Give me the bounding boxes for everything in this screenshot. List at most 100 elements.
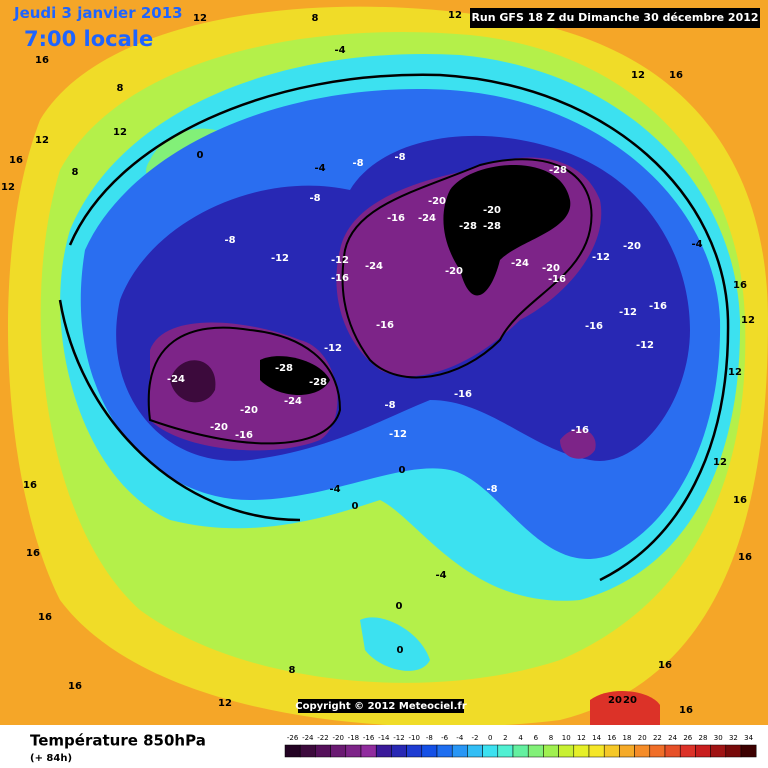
contour-label: 12 bbox=[113, 127, 127, 138]
scale-swatch bbox=[725, 744, 742, 758]
contour-label: 16 bbox=[658, 660, 672, 671]
contour-label: -12 bbox=[619, 307, 637, 318]
scale-swatch bbox=[375, 744, 392, 758]
footer-title: Température 850hPa bbox=[30, 732, 206, 750]
contour-label: -28 bbox=[483, 221, 501, 232]
scale-swatch bbox=[299, 744, 316, 758]
scale-label: -12 bbox=[393, 734, 404, 742]
contour-label: -16 bbox=[585, 321, 603, 332]
scale-label: -2 bbox=[472, 734, 479, 742]
scale-swatch bbox=[634, 744, 651, 758]
contour-label: -8 bbox=[486, 484, 497, 495]
scale-swatch bbox=[527, 744, 544, 758]
contour-label: 12 bbox=[218, 698, 232, 709]
scale-label: -16 bbox=[363, 734, 375, 742]
scale-swatch bbox=[406, 744, 423, 758]
scale-swatch bbox=[588, 744, 605, 758]
scale-label: 0 bbox=[488, 734, 492, 742]
copyright-box bbox=[298, 699, 464, 713]
contour-label: 12 bbox=[741, 315, 755, 326]
contour-label: 16 bbox=[738, 552, 752, 563]
contour-label: -16 bbox=[548, 274, 566, 285]
contour-label: -8 bbox=[352, 158, 363, 169]
contour-label: 12 bbox=[713, 457, 727, 468]
contour-label: -4 bbox=[435, 570, 446, 581]
contour-label: -16 bbox=[235, 430, 253, 441]
scale-swatch bbox=[558, 744, 575, 758]
scale-label: 14 bbox=[592, 734, 601, 742]
scale-label: 12 bbox=[577, 734, 586, 742]
scale-swatch bbox=[573, 744, 590, 758]
contour-label: 8 bbox=[289, 665, 296, 676]
contour-label: -20 bbox=[240, 405, 258, 416]
scale-swatch bbox=[451, 744, 468, 758]
scale-label: -10 bbox=[408, 734, 419, 742]
contour-label: 16 bbox=[669, 70, 683, 81]
contour-label: -12 bbox=[636, 340, 654, 351]
contour-label: -8 bbox=[224, 235, 235, 246]
scale-label: 34 bbox=[744, 734, 753, 742]
scale-swatch bbox=[679, 744, 696, 758]
contour-label: 20 bbox=[608, 695, 622, 706]
contour-label: 12 bbox=[728, 367, 742, 378]
contour-label: -8 bbox=[384, 400, 395, 411]
scale-swatch bbox=[330, 744, 347, 758]
contour-label: -4 bbox=[329, 484, 340, 495]
contour-label: 16 bbox=[23, 480, 37, 491]
contour-label: -24 bbox=[365, 261, 383, 272]
scale-label: -18 bbox=[348, 734, 359, 742]
time-label: 7:00 locale bbox=[24, 27, 153, 51]
contour-label: 8 bbox=[72, 167, 79, 178]
contour-label: -20 bbox=[483, 205, 501, 216]
contour-label: -16 bbox=[649, 301, 667, 312]
contour-label: -16 bbox=[454, 389, 472, 400]
contour-label: 0 bbox=[197, 150, 204, 161]
scale-label: 26 bbox=[683, 734, 692, 742]
date-label: Jeudi 3 janvier 2013 bbox=[13, 4, 183, 22]
scale-swatch bbox=[740, 744, 757, 758]
contour-label: 20 bbox=[623, 695, 637, 706]
scale-label: -14 bbox=[378, 734, 390, 742]
scale-swatch bbox=[391, 744, 407, 758]
scale-label: -26 bbox=[287, 734, 299, 742]
scale-label: -20 bbox=[332, 734, 343, 742]
scale-label: 10 bbox=[562, 734, 571, 742]
contour-label: -12 bbox=[271, 253, 289, 264]
copyright: Copyright © 2012 Meteociel.fr bbox=[295, 701, 466, 712]
scale-swatch bbox=[603, 744, 620, 758]
contour-label: 0 bbox=[352, 501, 359, 512]
contour-label: 16 bbox=[38, 612, 52, 623]
contour-label: -24 bbox=[418, 213, 436, 224]
color-scale: -26 -24 -22 -20 -18 -16 -14 -12 -10 -8 -6 -4 -2 0 2 4 6 8… bbox=[284, 734, 757, 758]
contour-label: 0 bbox=[396, 601, 403, 612]
scale-label: 30 bbox=[714, 734, 723, 742]
contour-label: 12 bbox=[448, 10, 462, 21]
contour-label: -20 bbox=[542, 263, 560, 274]
scale-label: 16 bbox=[607, 734, 616, 742]
scale-swatch bbox=[497, 744, 514, 758]
scale-swatch bbox=[467, 744, 483, 758]
scale-swatch bbox=[664, 744, 681, 758]
contour-label: -8 bbox=[394, 152, 405, 163]
contour-label: -12 bbox=[331, 255, 349, 266]
contour-label: 12 bbox=[631, 70, 645, 81]
scale-label: 22 bbox=[653, 734, 662, 742]
contour-label: 8 bbox=[117, 83, 124, 94]
contour-label: 16 bbox=[733, 495, 747, 506]
scale-label: 4 bbox=[518, 734, 523, 742]
contour-label: -12 bbox=[324, 343, 342, 354]
contour-label: -12 bbox=[592, 252, 610, 263]
contour-label: -16 bbox=[571, 425, 589, 436]
contour-label: 12 bbox=[193, 13, 207, 24]
scale-swatch bbox=[695, 744, 711, 758]
scale-label: 6 bbox=[534, 734, 539, 742]
contour-label: 0 bbox=[399, 465, 406, 476]
contour-label: 12 bbox=[35, 135, 49, 146]
contour-label: -24 bbox=[284, 396, 302, 407]
contour-label: -12 bbox=[389, 429, 407, 440]
contour-label: -16 bbox=[376, 320, 394, 331]
contour-label: -16 bbox=[387, 213, 405, 224]
